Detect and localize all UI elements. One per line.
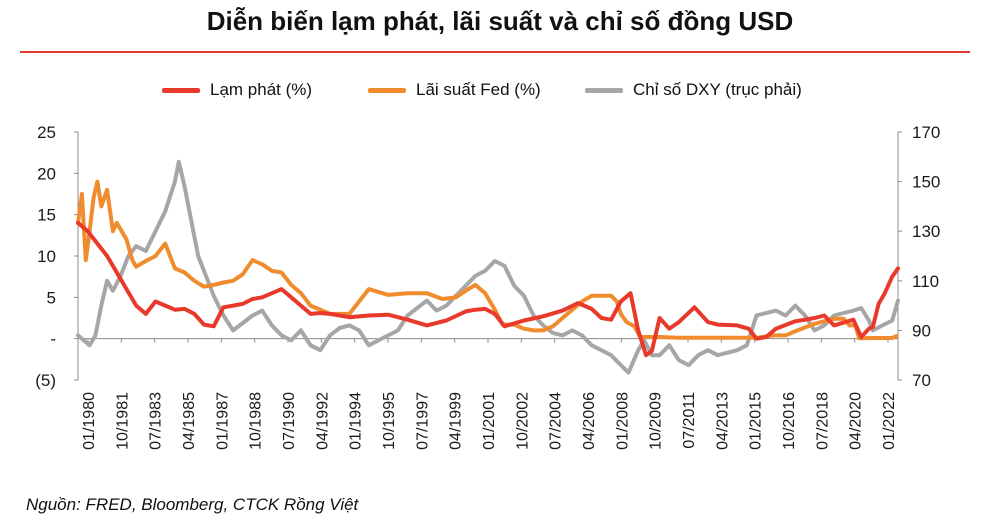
x-tick-label: 07/1997 — [414, 392, 431, 450]
legend-swatch-inflation — [162, 87, 200, 93]
x-tick-label: 01/2015 — [748, 392, 765, 450]
x-tick-label: 10/1988 — [248, 392, 265, 450]
x-tick-label: 07/2004 — [548, 392, 565, 450]
legend-item-fed-rate: Lãi suất Fed (%) — [368, 78, 541, 102]
right-tick-label: 130 — [912, 222, 940, 241]
x-tick-label: 04/1985 — [181, 392, 198, 450]
left-tick-label: 20 — [37, 164, 56, 183]
x-tick-label: 07/1983 — [148, 392, 165, 450]
left-tick-label: - — [50, 330, 56, 349]
x-tick-label: 01/2008 — [614, 392, 631, 450]
x-tick-label: 10/1981 — [114, 392, 131, 450]
x-tick-label: 04/1999 — [448, 392, 465, 450]
x-tick-label: 07/1990 — [281, 392, 298, 450]
left-tick-label: 5 — [47, 288, 56, 307]
x-tick-label: 07/2018 — [814, 392, 831, 450]
right-tick-label: 70 — [912, 371, 931, 390]
legend-item-inflation: Lạm phát (%) — [162, 78, 312, 102]
left-tick-label: 15 — [37, 206, 56, 225]
x-tick-label: 10/1995 — [381, 392, 398, 450]
legend: Lạm phát (%) Lãi suất Fed (%) Chỉ số DXY… — [0, 78, 1000, 102]
x-tick-label: 01/2001 — [481, 392, 498, 450]
dxy-line — [76, 159, 900, 375]
right-tick-label: 150 — [912, 173, 940, 192]
right-tick-label: 90 — [912, 321, 931, 340]
x-tick-label: 01/1980 — [81, 392, 98, 450]
legend-item-dxy: Chỉ số DXY (trục phải) — [585, 78, 802, 102]
x-tick-label: 10/2016 — [781, 392, 798, 450]
x-tick-label: 04/2006 — [581, 392, 598, 450]
x-tick-label: 07/2011 — [681, 392, 698, 449]
right-tick-label: 110 — [912, 272, 939, 291]
legend-label-inflation: Lạm phát (%) — [210, 80, 313, 99]
left-tick-label: (5) — [35, 371, 56, 390]
x-tick-label: 10/2009 — [648, 392, 665, 450]
x-tick-label: 04/2020 — [848, 392, 865, 450]
source-note: Nguồn: FRED, Bloomberg, CTCK Rồng Việt — [26, 495, 359, 514]
x-tick-label: 10/2002 — [514, 392, 531, 450]
right-tick-label: 170 — [912, 123, 940, 142]
legend-label-fed-rate: Lãi suất Fed (%) — [416, 80, 541, 99]
left-tick-label: 25 — [37, 123, 56, 142]
title-divider — [20, 51, 970, 53]
x-tick-label: 04/2013 — [714, 392, 731, 450]
x-tick-label: 01/1994 — [348, 392, 365, 450]
legend-swatch-fed-rate — [368, 87, 406, 93]
x-tick-label: 01/2022 — [881, 392, 898, 450]
legend-swatch-dxy — [585, 87, 623, 93]
x-tick-label: 04/1992 — [314, 392, 331, 450]
inflation-line — [76, 220, 900, 358]
x-tick-label: 01/1987 — [214, 392, 231, 450]
left-tick-label: 10 — [37, 247, 56, 266]
chart-title: Diễn biến lạm phát, lãi suất và chỉ số đ… — [206, 6, 794, 36]
legend-label-dxy: Chỉ số DXY (trục phải) — [633, 80, 802, 99]
